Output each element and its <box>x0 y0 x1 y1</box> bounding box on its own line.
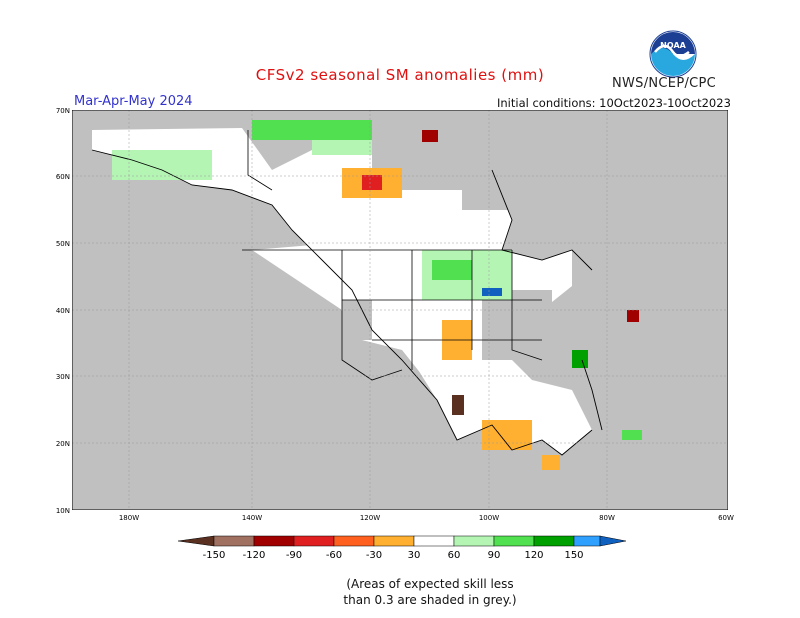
lon-label-180w: 180W <box>119 514 139 522</box>
color-legend: -150 -120 -90 -60 -30 30 60 90 120 150 <box>177 535 627 561</box>
lon-label-140w: 140W <box>242 514 262 522</box>
legend-arrow-right <box>599 535 627 547</box>
lon-label-80w: 80W <box>599 514 615 522</box>
lat-label-50n: 50N <box>56 240 70 248</box>
boundaries <box>242 130 543 381</box>
footnote-line-2: than 0.3 are shaded in grey.) <box>343 593 517 607</box>
lon-label-100w: 100W <box>479 514 499 522</box>
legend-tick: -90 <box>286 550 302 561</box>
lon-label-120w: 120W <box>360 514 380 522</box>
legend-tick: -60 <box>326 550 342 561</box>
map-title: CFSv2 seasonal SM anomalies (mm) <box>255 66 545 84</box>
longitude-labels: 180W 140W 120W 100W 80W 60W <box>119 514 734 522</box>
agency-label: NWS/NCEP/CPC <box>612 76 717 91</box>
lat-label-40n: 40N <box>56 307 70 315</box>
legend-tick: -120 <box>243 550 266 561</box>
legend-tick: 120 <box>524 550 543 561</box>
forecast-period: Mar-Apr-May 2024 <box>74 94 193 109</box>
lat-label-30n: 30N <box>56 373 70 381</box>
legend-tick: 60 <box>448 550 461 561</box>
noaa-logo: NOAA <box>649 30 697 78</box>
legend-tick: 90 <box>488 550 501 561</box>
initial-conditions: Initial conditions: 10Oct2023-10Oct2023 <box>497 96 731 110</box>
legend-tick: -30 <box>366 550 382 561</box>
lat-label-70n: 70N <box>56 107 70 115</box>
legend-tick: 30 <box>408 550 421 561</box>
lat-label-10n: 10N <box>56 507 70 515</box>
wet-anomalies <box>112 120 642 440</box>
coastlines <box>91 149 603 456</box>
graticule <box>72 110 728 510</box>
legend-arrow-left <box>177 535 215 547</box>
skill-footnote: (Areas of expected skill less than 0.3 a… <box>300 576 560 608</box>
legend-tick: -150 <box>203 550 226 561</box>
lat-label-20n: 20N <box>56 440 70 448</box>
latitude-labels: 70N 60N 50N 40N 30N 20N 10N <box>56 107 70 515</box>
low-skill-grey <box>342 130 692 360</box>
lat-label-60n: 60N <box>56 173 70 181</box>
footnote-line-1: (Areas of expected skill less <box>346 577 514 591</box>
legend-tick: 150 <box>564 550 583 561</box>
lon-label-60w: 60W <box>718 514 734 522</box>
soil-moisture-map <box>72 110 728 510</box>
dry-anomalies <box>342 130 639 470</box>
logo-text: NOAA <box>660 41 686 50</box>
